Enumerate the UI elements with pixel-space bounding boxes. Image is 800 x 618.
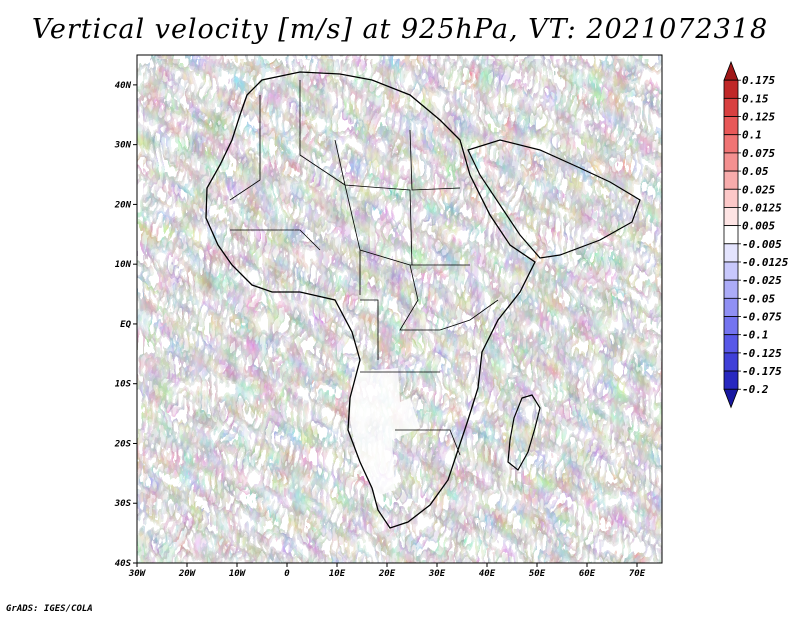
lat-tick-label: 40N [115, 81, 132, 91]
colorbar-swatch [723, 352, 739, 372]
lon-tick-label: 60E [579, 569, 596, 579]
colorbar-label: 0.025 [742, 183, 775, 196]
lat-tick-label: 40S [115, 559, 132, 569]
colorbar-label: -0.125 [742, 347, 782, 360]
colorbar-swatch [723, 97, 739, 117]
colorbar-label: 0.125 [742, 111, 775, 124]
colorbar-swatch [723, 152, 739, 172]
colorbar-swatch [723, 297, 739, 317]
colorbar-swatch [723, 261, 739, 281]
colorbar-swatch [723, 316, 739, 336]
colorbar-label: -0.05 [742, 292, 775, 305]
colorbar-swatch [723, 170, 739, 190]
lon-tick-label: 20E [378, 569, 396, 579]
colorbar-swatch [723, 334, 739, 354]
colorbar: 0.175 0.15 0.125 0.1 0.075 0.05 0.025 0.0125 0.0… [723, 60, 789, 409]
lat-tick-label: 10S [115, 380, 132, 390]
lon-tick-label: 40E [479, 569, 496, 579]
colorbar-label: -0.025 [742, 274, 782, 287]
longitude-axis: 30W 20W 10W 0 10E 20E 30E 40E 50E 60E 70E [128, 563, 646, 579]
lon-tick-label: 30W [128, 569, 147, 579]
colorbar-label: 0.075 [742, 147, 775, 160]
lon-tick-label: 30E [428, 569, 446, 579]
colorbar-label: 0.15 [742, 92, 769, 105]
colorbar-label: -0.1 [742, 329, 769, 342]
lon-tick-label: 0 [284, 569, 290, 579]
lat-tick-label: EQ [120, 320, 131, 330]
lon-tick-label: 10E [329, 569, 346, 579]
colorbar-label: 0.05 [742, 165, 769, 178]
lat-tick-label: 30N [114, 141, 132, 151]
latitude-axis: 40N 30N 20N 10N EQ 10S 20S 30S 40S [114, 81, 137, 569]
colorbar-label: 0.005 [742, 220, 775, 233]
lat-tick-label: 30S [114, 499, 132, 509]
map-panel: 40N 30N 20N 10N EQ 10S 20S 30S 40S 30W 20W 10W 0 10E… [114, 54, 789, 579]
colorbar-label: -0.175 [742, 365, 782, 378]
lat-tick-label: 20N [114, 200, 132, 210]
madagascar [507, 394, 541, 471]
colorbar-label: 0.1 [742, 129, 762, 142]
colorbar-swatch [723, 207, 739, 227]
colorbar-swatch [723, 116, 739, 136]
grads-credit: GrADS: IGES/COLA [6, 604, 93, 614]
coastline [205, 71, 536, 529]
velocity-field [137, 55, 662, 563]
lon-tick-label: 50E [529, 569, 546, 579]
lon-tick-label: 20W [178, 569, 197, 579]
country-borders [229, 80, 499, 456]
colorbar-label: 0.175 [742, 74, 775, 87]
colorbar-swatch [723, 79, 739, 99]
arabian-peninsula [467, 139, 641, 259]
colorbar-label: -0.005 [742, 238, 782, 251]
plot-frame [136, 54, 663, 564]
lat-tick-label: 10N [115, 260, 132, 270]
colorbar-swatch [723, 134, 739, 154]
colorbar-label: -0.2 [742, 383, 769, 396]
lon-tick-label: 70E [629, 569, 646, 579]
colorbar-label: -0.075 [742, 311, 782, 324]
colorbar-label: 0.0125 [742, 201, 782, 214]
map-title: Vertical velocity [m/s] at 925hPa, VT: 2… [31, 14, 769, 45]
lon-tick-label: 10W [229, 569, 247, 579]
colorbar-label: -0.0125 [742, 256, 789, 269]
lat-tick-label: 20S [114, 439, 132, 449]
colorbar-swatch [723, 243, 739, 263]
colorbar-swatch [723, 279, 739, 299]
colorbar-swatch [723, 188, 739, 208]
colorbar-swatch [723, 370, 739, 390]
colorbar-swatch [723, 60, 739, 81]
colorbar-swatch [723, 225, 739, 245]
colorbar-swatch [723, 388, 739, 409]
